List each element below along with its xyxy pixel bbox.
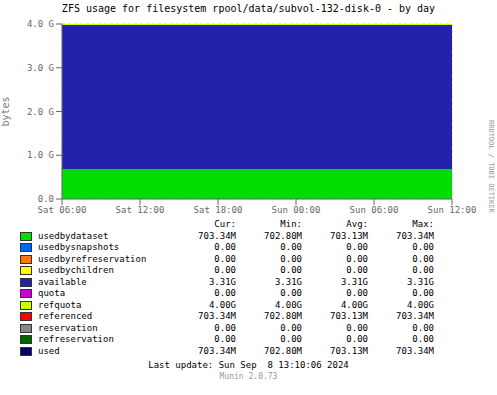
html-text:0.00: 0.00 <box>214 265 236 275</box>
svg-text:Sun 00:00: Sun 00:00 <box>272 205 321 215</box>
svg-text:1.0 G: 1.0 G <box>27 150 54 160</box>
html-text:Cur:: Cur: <box>214 219 236 229</box>
html-text:0.00: 0.00 <box>214 322 236 333</box>
html-text:703.34M: 703.34M <box>198 345 236 356</box>
html-text:refreservation: refreservation <box>38 334 114 344</box>
html-text:3.31G: 3.31G <box>208 276 236 287</box>
html-text:refquota: refquota <box>38 299 82 310</box>
html-text:3.31G: 3.31G <box>340 276 368 287</box>
html-text:0.00: 0.00 <box>346 322 368 333</box>
html-text:703.34M: 703.34M <box>396 345 434 356</box>
html-text:702.80M: 702.80M <box>264 345 302 356</box>
html-text:available: available <box>38 276 87 287</box>
html-text:0.00: 0.00 <box>412 265 434 275</box>
html-text:Avg:: Avg: <box>346 219 368 229</box>
html-text:0.00: 0.00 <box>346 288 368 298</box>
html-text:Last update: Sun Sep 8 13:10:0: Last update: Sun Sep 8 13:10:06 2024 <box>148 360 349 370</box>
svg-text:4.0 G: 4.0 G <box>27 19 54 29</box>
html-text:referenced: referenced <box>38 311 93 321</box>
html-text:4.00G: 4.00G <box>340 299 368 310</box>
html-text:0.00: 0.00 <box>412 288 434 298</box>
html-text:703.13M: 703.13M <box>330 230 368 241</box>
html-text:0.00: 0.00 <box>346 242 368 252</box>
svg-text:Sat 06:00: Sat 06:00 <box>38 205 87 215</box>
html-text:0.00: 0.00 <box>412 253 434 264</box>
html-text:702.80M: 702.80M <box>264 230 302 241</box>
html-text:usedbyrefreservation: usedbyrefreservation <box>38 253 147 264</box>
html-text:703.34M: 703.34M <box>396 230 434 241</box>
html-text:0.00: 0.00 <box>412 242 434 252</box>
svg-text:Sat 12:00: Sat 12:00 <box>116 205 165 215</box>
html-text:Min:: Min: <box>280 219 302 229</box>
html-text:0.00: 0.00 <box>280 288 302 298</box>
svg-text:2.0 G: 2.0 G <box>27 107 54 117</box>
html-text:4.00G: 4.00G <box>208 299 236 310</box>
html-text:0.00: 0.00 <box>412 334 434 344</box>
html-text:ZFS usage for filesystem rpool: ZFS usage for filesystem rpool/data/subv… <box>61 3 436 14</box>
html-text:usedbychildren: usedbychildren <box>38 265 114 275</box>
html-text:703.34M: 703.34M <box>396 311 434 321</box>
html-text:0.00: 0.00 <box>214 253 236 264</box>
html-text:usedbydataset: usedbydataset <box>38 230 109 241</box>
html-text:usedbysnapshots: usedbysnapshots <box>38 242 120 252</box>
html-text:0.00: 0.00 <box>346 334 368 344</box>
html-text:0.00: 0.00 <box>280 322 302 333</box>
html-text:0.00: 0.00 <box>412 322 434 333</box>
html-text:703.13M: 703.13M <box>330 311 368 321</box>
html-text:703.34M: 703.34M <box>198 311 236 321</box>
html-text:4.00G: 4.00G <box>406 299 434 310</box>
html-text:0.00: 0.00 <box>346 265 368 275</box>
html-text:used: used <box>38 345 60 356</box>
html-text:0.00: 0.00 <box>214 334 236 344</box>
svg-text:0.0: 0.0 <box>38 194 54 204</box>
html-text:0.00: 0.00 <box>280 242 302 252</box>
html-text:0.00: 0.00 <box>280 253 302 264</box>
html-text:reservation: reservation <box>38 322 98 333</box>
html-text:0.00: 0.00 <box>280 334 302 344</box>
svg-text:Sat 18:00: Sat 18:00 <box>194 205 243 215</box>
html-text:0.00: 0.00 <box>280 265 302 275</box>
html-text:0.00: 0.00 <box>214 288 236 298</box>
svg-text:bytes: bytes <box>8 96 11 126</box>
svg-text:Sun 12:00: Sun 12:00 <box>428 205 477 215</box>
svg-text:3.0 G: 3.0 G <box>27 63 54 73</box>
svg-text:Sun 06:00: Sun 06:00 <box>350 205 399 215</box>
html-text:Munin 2.0.73: Munin 2.0.73 <box>219 372 278 381</box>
html-text:3.31G: 3.31G <box>406 276 434 287</box>
html-text:quota: quota <box>38 288 66 298</box>
html-text:Max:: Max: <box>412 219 434 229</box>
html-text:4.00G: 4.00G <box>274 299 302 310</box>
html-text:RRDTOOL / TOBI OETIKER: RRDTOOL / TOBI OETIKER <box>487 120 495 213</box>
html-text:703.13M: 703.13M <box>330 345 368 356</box>
html-text:3.31G: 3.31G <box>274 276 302 287</box>
html-text:702.80M: 702.80M <box>264 311 302 321</box>
html-text:703.34M: 703.34M <box>198 230 236 241</box>
html-text:0.00: 0.00 <box>346 253 368 264</box>
html-text:0.00: 0.00 <box>214 242 236 252</box>
